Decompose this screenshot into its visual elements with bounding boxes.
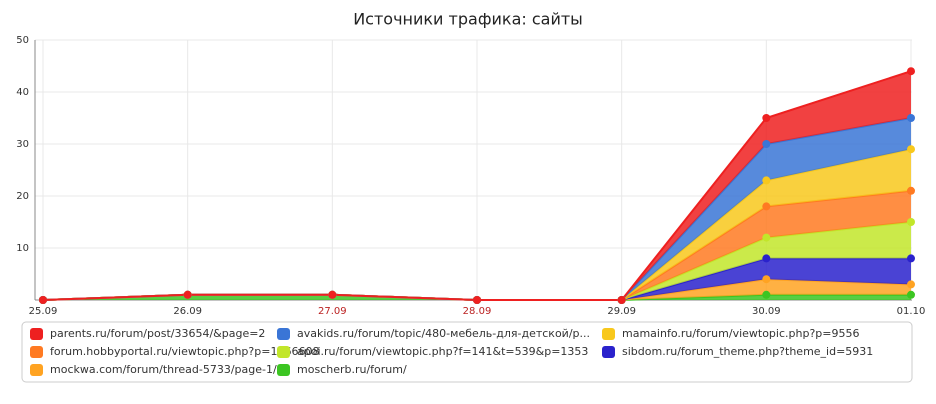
point [762, 254, 771, 263]
point [183, 290, 192, 299]
y-tick-label: 20 [16, 191, 29, 202]
legend-swatch [277, 364, 290, 376]
x-tick-label: 25.09 [29, 306, 58, 317]
area [43, 118, 911, 300]
y-tick-label: 30 [16, 139, 29, 150]
legend-swatch [30, 364, 43, 376]
area [43, 294, 911, 300]
point [617, 296, 626, 304]
legend-swatch [30, 346, 43, 358]
point [907, 186, 915, 195]
point [762, 290, 771, 299]
x-tick-label: 26.09 [173, 306, 202, 317]
point [907, 280, 915, 289]
point [39, 296, 47, 304]
x-tick-label: 29.09 [607, 306, 636, 317]
point [907, 145, 915, 154]
legend-swatch [277, 328, 290, 340]
legend-label: forum.hobbyportal.ru/viewtopic.php?p=116… [50, 345, 319, 358]
point [762, 114, 771, 122]
legend-label: apoi.ru/forum/viewtopic.php?f=141&t=539&… [297, 345, 588, 358]
point [762, 233, 771, 242]
legend-label: moscherb.ru/forum/ [297, 363, 407, 376]
point [907, 254, 915, 263]
x-tick-label: 27.09 [318, 306, 347, 317]
point [762, 140, 771, 148]
point [762, 202, 771, 211]
point [907, 290, 915, 299]
y-tick-label: 50 [16, 35, 29, 46]
legend-label: mockwa.com/forum/thread-5733/page-1/ [50, 363, 277, 376]
point [762, 176, 771, 185]
area [43, 149, 911, 300]
legend-swatch [602, 328, 615, 340]
point [328, 290, 337, 299]
area [43, 258, 911, 300]
point [907, 114, 915, 122]
area [43, 222, 911, 300]
x-tick-label: 28.09 [463, 306, 492, 317]
y-tick-label: 40 [16, 87, 29, 98]
legend-box [21, 321, 913, 383]
legend-swatch [277, 346, 290, 358]
point [907, 218, 915, 226]
x-tick-label: 30.09 [752, 306, 781, 317]
legend-label: mamainfo.ru/forum/viewtopic.php?p=9556 [622, 327, 860, 340]
legend-swatch [602, 346, 615, 358]
legend-label: sibdom.ru/forum_theme.php?theme_id=5931 [622, 345, 873, 358]
chart-title: Источники трафика: сайты [353, 10, 583, 29]
x-tick-label: 01.10 [897, 306, 926, 317]
legend-label: parents.ru/forum/post/33654/&page=2 [50, 327, 265, 340]
point [907, 67, 915, 76]
legend-swatch [30, 328, 43, 340]
point [473, 296, 481, 304]
area [43, 190, 911, 300]
point [762, 275, 771, 284]
legend-label: avakids.ru/forum/topic/480-мебель-для-де… [297, 327, 590, 340]
y-tick-label: 10 [16, 243, 29, 254]
area [43, 279, 911, 300]
